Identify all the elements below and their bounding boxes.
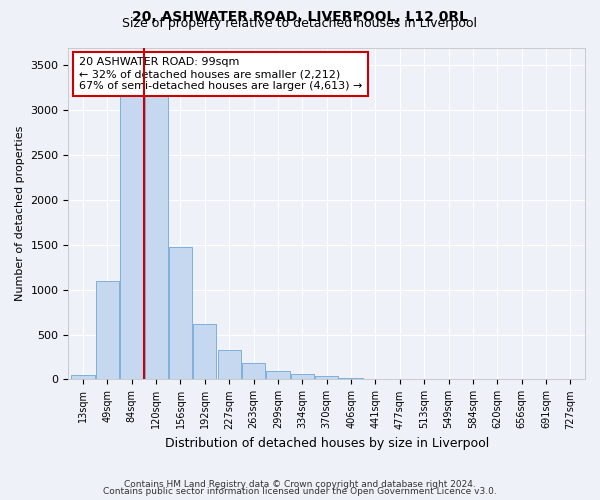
Bar xyxy=(364,378,387,380)
Bar xyxy=(120,74,143,380)
Bar xyxy=(218,350,241,380)
Y-axis label: Number of detached properties: Number of detached properties xyxy=(15,126,25,301)
Text: Contains HM Land Registry data © Crown copyright and database right 2024.: Contains HM Land Registry data © Crown c… xyxy=(124,480,476,489)
Bar xyxy=(291,374,314,380)
Bar xyxy=(145,76,168,380)
Bar xyxy=(242,363,265,380)
Text: Contains public sector information licensed under the Open Government Licence v3: Contains public sector information licen… xyxy=(103,487,497,496)
Bar xyxy=(193,324,217,380)
Bar xyxy=(96,281,119,380)
Bar xyxy=(340,378,362,380)
Text: 20, ASHWATER ROAD, LIVERPOOL, L12 0RL: 20, ASHWATER ROAD, LIVERPOOL, L12 0RL xyxy=(132,10,468,24)
Bar xyxy=(71,375,95,380)
Bar xyxy=(266,371,290,380)
Bar xyxy=(315,376,338,380)
X-axis label: Distribution of detached houses by size in Liverpool: Distribution of detached houses by size … xyxy=(164,437,489,450)
Bar xyxy=(169,246,192,380)
Text: 20 ASHWATER ROAD: 99sqm
← 32% of detached houses are smaller (2,212)
67% of semi: 20 ASHWATER ROAD: 99sqm ← 32% of detache… xyxy=(79,58,362,90)
Text: Size of property relative to detached houses in Liverpool: Size of property relative to detached ho… xyxy=(122,18,478,30)
